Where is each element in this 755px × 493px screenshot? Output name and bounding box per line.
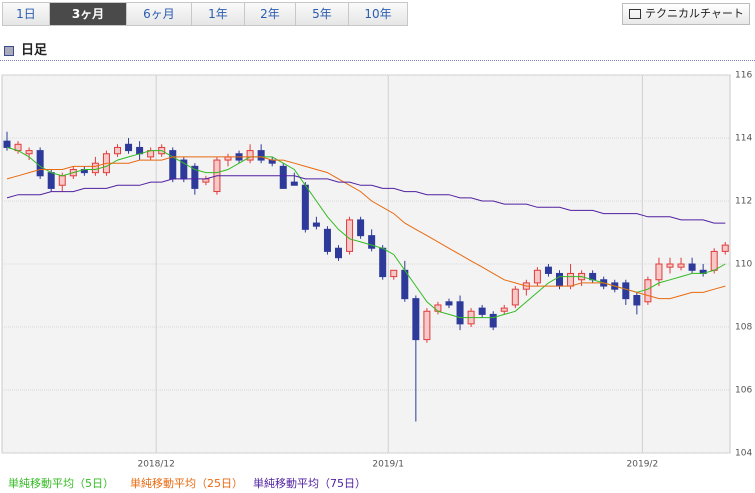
- candle-body: [301, 184, 309, 230]
- candle-body: [544, 266, 552, 274]
- moving-average-line: [6, 156, 726, 300]
- candle-body: [335, 247, 342, 259]
- period-tab[interactable]: 2年: [244, 2, 296, 26]
- period-tab[interactable]: 1年: [191, 2, 245, 26]
- candle-body: [644, 279, 652, 303]
- header-label: 日足: [21, 43, 48, 58]
- candle-body: [401, 269, 409, 300]
- period-tab[interactable]: 3ヶ月: [49, 2, 127, 26]
- candle-body: [290, 181, 298, 186]
- candle-body: [390, 269, 398, 278]
- moving-average-line: [6, 175, 726, 224]
- technical-chart-button[interactable]: テクニカルチャート: [622, 3, 750, 25]
- candle-body: [567, 272, 575, 287]
- period-tab[interactable]: 1日: [2, 2, 50, 26]
- candle-body: [500, 307, 508, 312]
- legend-entry: 単純移動平均（25日）: [130, 476, 243, 490]
- candle-body: [666, 263, 674, 268]
- candle-body: [633, 295, 641, 306]
- candle-body: [478, 307, 486, 315]
- candle-body: [3, 140, 11, 148]
- period-tab[interactable]: 6ヶ月: [126, 2, 192, 26]
- candle-body: [36, 150, 44, 177]
- y-tick-label: 104: [735, 449, 752, 459]
- candle-body: [246, 150, 254, 161]
- candle-body: [412, 298, 420, 341]
- candle-body: [346, 219, 354, 252]
- y-tick-label: 108: [735, 323, 752, 333]
- candle-body: [489, 313, 497, 328]
- y-tick-label: 110: [735, 260, 752, 270]
- legend-entry: 単純移動平均（5日）: [8, 476, 114, 490]
- button-label: テクニカルチャート: [645, 7, 744, 20]
- candle-body: [655, 263, 663, 281]
- candle-body: [368, 235, 376, 249]
- y-tick-label: 116: [735, 71, 752, 81]
- candle-body: [312, 222, 320, 227]
- candle-body: [710, 250, 718, 271]
- candle-body: [125, 143, 133, 152]
- candle-body: [257, 150, 265, 161]
- candle-body: [721, 244, 729, 252]
- candle-body: [456, 301, 464, 325]
- candle-body: [357, 219, 365, 237]
- separator: [0, 60, 755, 61]
- candle-body: [445, 301, 453, 306]
- section-header: 日足: [4, 39, 47, 58]
- candle-body: [434, 304, 442, 312]
- y-tick-label: 114: [735, 134, 752, 144]
- candle-body: [379, 247, 387, 278]
- candle-body: [191, 165, 199, 189]
- period-tabs: 1日 3ヶ月 6ヶ月 1年 2年 5年 10年: [2, 2, 408, 26]
- x-tick-label: 2019/1: [372, 460, 404, 470]
- candle-body: [169, 150, 177, 180]
- candle-body: [47, 172, 55, 189]
- candle-body: [323, 228, 331, 252]
- candle-body: [423, 310, 431, 341]
- legend-entry: 単純移動平均（75日）: [253, 476, 366, 490]
- candle-body: [25, 150, 33, 155]
- candle-body: [677, 263, 685, 268]
- candle-body: [511, 288, 519, 306]
- period-tab[interactable]: 10年: [348, 2, 408, 26]
- y-tick-label: 112: [735, 197, 752, 207]
- candle-body: [533, 269, 541, 284]
- candle-body: [688, 263, 696, 271]
- y-tick-label: 106: [735, 386, 752, 396]
- candle-body: [556, 272, 563, 287]
- candle-body: [58, 175, 66, 186]
- candle-body: [91, 162, 99, 174]
- candle-body: [622, 282, 630, 300]
- x-tick-label: 2019/2: [627, 460, 659, 470]
- candle-body: [279, 165, 287, 189]
- candle-body: [114, 146, 121, 155]
- x-tick-label: 2018/12: [137, 460, 174, 470]
- candle-body: [202, 178, 210, 183]
